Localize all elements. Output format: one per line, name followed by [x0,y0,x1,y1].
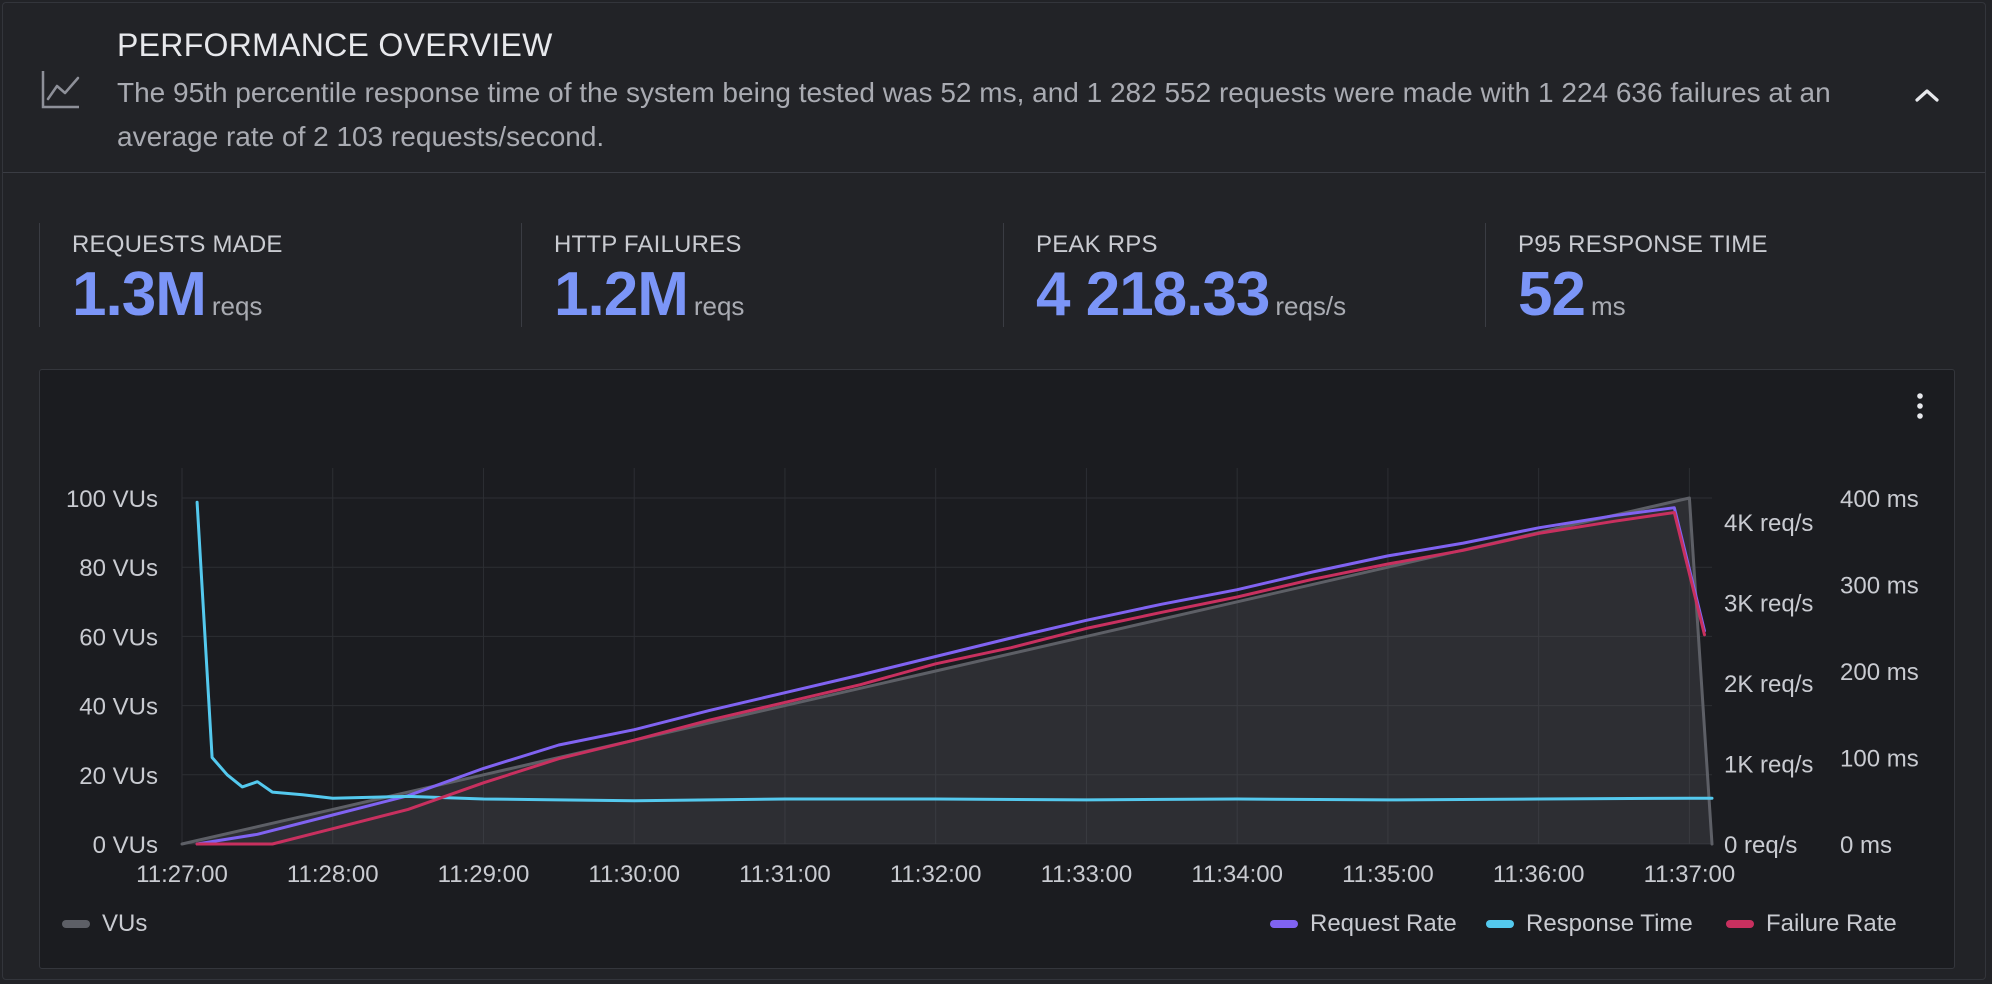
series-line-request-rate [195,506,1706,846]
stat-label: REQUESTS MADE [72,231,283,258]
y-tick-label-rps: 3K req/s [1724,591,1813,618]
more-vertical-icon [1917,393,1923,419]
y-tick-label-vus: 0 VUs [93,832,158,859]
series-line-failure-rate [195,511,1706,846]
x-tick-label: 11:29:00 [438,861,530,888]
x-tick-label: 11:34:00 [1191,861,1283,888]
y-tick-label-ms: 100 ms [1840,746,1919,773]
x-tick-label: 11:35:00 [1342,861,1434,888]
x-tick-label: 11:37:00 [1644,861,1736,888]
x-tick-label: 11:36:00 [1493,861,1585,888]
x-tick-label: 11:33:00 [1041,861,1133,888]
stat-value: 1.3M [72,260,207,329]
stat-requests-made: REQUESTS MADE 1.3M reqs [39,223,521,327]
stat-http-failures: HTTP FAILURES 1.2M reqs [521,223,1003,327]
x-tick-label: 11:28:00 [287,861,379,888]
x-tick-label: 11:32:00 [890,861,982,888]
chart-card: 0 VUs 20 VUs 40 VUs 60 VUs 80 VUs 100 VUs 0 re… [39,369,1955,969]
y-tick-label-ms: 300 ms [1840,573,1919,600]
y-tick-label-vus: 20 VUs [79,763,158,790]
chart-menu-button[interactable] [1902,384,1938,428]
performance-chart: 0 VUs 20 VUs 40 VUs 60 VUs 80 VUs 100 VUs 0 re… [66,468,1919,888]
line-chart-icon [41,71,80,109]
y-tick-label-vus: 100 VUs [66,486,158,513]
y-tick-label-rps: 4K req/s [1724,510,1813,537]
stats-row: REQUESTS MADE 1.3M reqs HTTP FAILURES 1.2… [39,223,1959,327]
legend-item-response-time[interactable]: Response Time [1486,910,1693,938]
x-tick-label: 11:27:00 [136,861,228,888]
stat-value: 4 218.33 [1036,260,1270,329]
x-tick-label: 11:31:00 [739,861,831,888]
legend-label: Response Time [1526,910,1693,937]
legend-item-request-rate[interactable]: Request Rate [1270,910,1457,938]
legend-swatch [1726,920,1754,928]
y-tick-label-rps: 0 req/s [1724,832,1797,859]
y-tick-label-ms: 400 ms [1840,486,1919,513]
y-tick-label-vus: 40 VUs [79,694,158,721]
stat-label: HTTP FAILURES [554,231,742,258]
legend-item-failure-rate[interactable]: Failure Rate [1726,910,1897,938]
stat-unit: reqs [211,291,263,321]
series-line-response-time [195,500,1714,803]
y-tick-label-ms: 200 ms [1840,659,1919,686]
stat-unit: ms [1590,291,1626,321]
legend-swatch [1270,920,1298,928]
legend-label: VUs [102,910,148,937]
stat-value: 1.2M [554,260,689,329]
chevron-up-icon [1915,89,1939,102]
legend-item-vus[interactable]: VUs [62,910,147,938]
legend-label: Request Rate [1310,910,1457,937]
legend-swatch [1486,920,1514,928]
stat-value: 52 [1518,260,1586,329]
y-tick-label-vus: 80 VUs [79,555,158,582]
panel-title: PERFORMANCE OVERVIEW [117,27,553,63]
y-tick-label-ms: 0 ms [1840,832,1892,859]
stat-peak-rps: PEAK RPS 4 218.33 reqs/s [1003,223,1485,327]
panel-summary: The 95th percentile response time of the… [117,77,1831,152]
stat-unit: reqs/s [1275,291,1347,321]
stat-label: P95 RESPONSE TIME [1518,231,1768,258]
y-tick-label-vus: 60 VUs [79,624,158,651]
stat-p95-response-time: P95 RESPONSE TIME 52 ms [1485,223,1967,327]
stat-label: PEAK RPS [1036,231,1158,258]
stat-unit: reqs [693,291,745,321]
collapse-button[interactable] [1905,73,1949,117]
x-tick-label: 11:30:00 [588,861,680,888]
legend-label: Failure Rate [1766,910,1897,937]
y-tick-label-rps: 1K req/s [1724,752,1813,779]
y-tick-label-rps: 2K req/s [1724,671,1813,698]
legend-swatch [62,920,90,928]
panel-header: PERFORMANCE OVERVIEW The 95th percentile… [3,3,1985,173]
